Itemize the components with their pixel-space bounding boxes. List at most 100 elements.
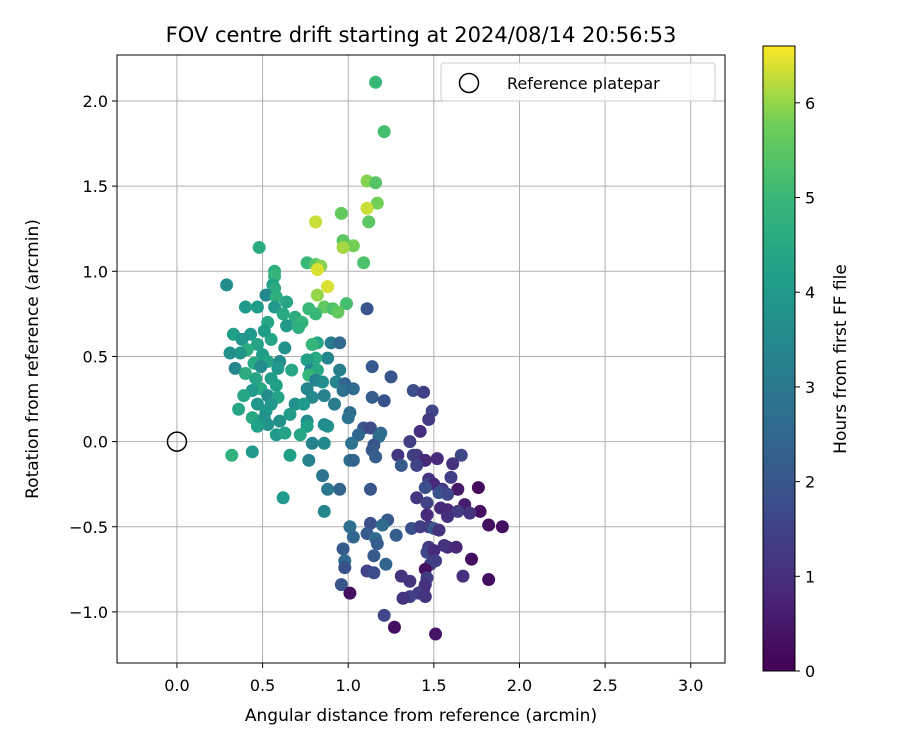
data-point (333, 336, 347, 350)
data-point (238, 366, 252, 380)
data-point (302, 453, 316, 467)
data-point (396, 591, 410, 605)
data-point (228, 361, 242, 375)
y-tick-label: −1.0 (69, 603, 108, 622)
data-point (238, 300, 252, 314)
colorbar-ticks: 0 1 2 3 4 5 6 (795, 94, 815, 681)
data-point (254, 360, 268, 374)
data-point (369, 176, 383, 190)
data-point (292, 320, 306, 334)
data-point (305, 436, 319, 450)
data-point (441, 487, 455, 501)
data-point (429, 627, 443, 641)
data-point (377, 394, 391, 408)
data-point (317, 436, 331, 450)
data-point (321, 482, 335, 496)
colorbar-label: Hours from first FF file (831, 264, 851, 454)
data-point (377, 608, 391, 622)
data-point (387, 620, 401, 634)
data-point (343, 586, 357, 600)
data-point (437, 538, 451, 552)
data-point (293, 428, 307, 442)
colorbar-tick-label: 2 (805, 473, 815, 492)
data-point (346, 530, 360, 544)
data-point (449, 540, 463, 554)
data-point (420, 508, 434, 522)
data-point (363, 421, 377, 435)
data-point (334, 578, 348, 592)
data-point (250, 338, 264, 352)
grid-lines (117, 55, 725, 663)
data-point (346, 453, 360, 467)
scatter-points (220, 75, 509, 641)
data-point (495, 520, 509, 534)
data-point (362, 215, 376, 229)
data-point (250, 419, 264, 433)
reference-platepar-marker (166, 431, 188, 452)
data-point (369, 450, 383, 464)
y-tick-label: 0.0 (83, 433, 108, 452)
y-tick-label: 1.0 (83, 262, 108, 281)
data-point (454, 448, 468, 462)
data-point (473, 504, 487, 518)
x-tick-label: 0.5 (250, 676, 275, 695)
data-point (418, 481, 432, 495)
data-point (278, 341, 292, 355)
y-tick-label: −0.5 (69, 518, 108, 537)
data-point (336, 240, 350, 254)
data-point (377, 125, 391, 139)
x-axis-ticks: 0.0 0.5 1.0 1.5 2.0 2.5 3.0 (164, 663, 703, 695)
data-point (369, 75, 383, 89)
x-tick-label: 2.0 (507, 676, 532, 695)
data-point (321, 351, 335, 365)
x-tick-label: 2.5 (592, 676, 617, 695)
data-point (406, 384, 420, 398)
data-point (403, 435, 417, 449)
data-point (427, 544, 441, 558)
data-point (328, 397, 342, 411)
data-point (235, 332, 249, 346)
data-point (343, 520, 357, 534)
data-point (360, 201, 374, 215)
data-point (261, 418, 275, 432)
legend: Reference platepar (440, 62, 716, 102)
data-point (410, 458, 424, 472)
data-point (264, 332, 278, 346)
reference-point-group (166, 431, 188, 452)
colorbar-tick-label: 3 (805, 378, 815, 397)
data-point (317, 504, 331, 518)
data-point (451, 482, 465, 496)
data-point (280, 319, 294, 333)
data-point (338, 561, 352, 575)
data-point (346, 239, 360, 253)
data-point (375, 518, 389, 532)
data-point (232, 402, 246, 416)
data-point (233, 346, 247, 360)
data-point (418, 590, 432, 604)
data-point (346, 382, 360, 396)
colorbar-tick-label: 0 (805, 662, 815, 681)
data-point (336, 542, 350, 556)
y-tick-label: 1.5 (83, 177, 108, 196)
data-point (331, 305, 345, 319)
data-point (249, 372, 263, 386)
data-point (363, 516, 377, 530)
data-point (297, 397, 311, 411)
data-point (482, 518, 496, 532)
data-point (365, 390, 379, 404)
data-point (471, 481, 485, 495)
data-point (379, 557, 393, 571)
data-point (317, 389, 331, 403)
data-point (456, 569, 470, 583)
data-point (432, 523, 446, 537)
data-point (225, 448, 239, 462)
colorbar-tick-label: 5 (805, 189, 815, 208)
data-point (317, 418, 331, 432)
data-point (309, 215, 323, 229)
colorbar-tick-label: 6 (805, 94, 815, 113)
legend-box (440, 62, 716, 102)
data-point (280, 295, 294, 309)
data-point (367, 566, 381, 580)
x-tick-label: 0.0 (164, 676, 189, 695)
